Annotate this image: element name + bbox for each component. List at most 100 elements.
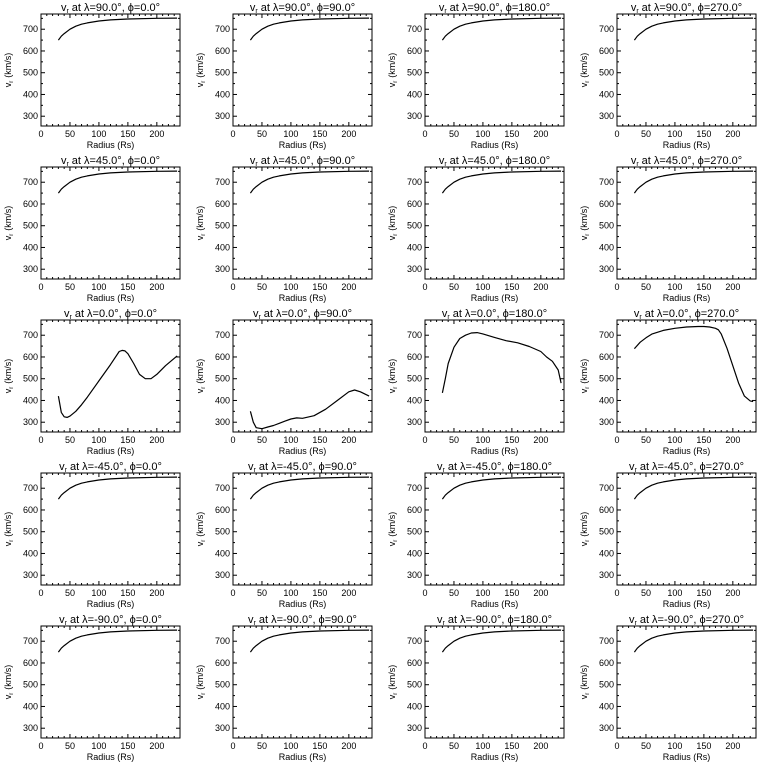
- x-axis-label: Radius (Rs): [279, 140, 327, 150]
- x-tick-label: 0: [230, 588, 235, 598]
- data-line: [633, 476, 754, 500]
- x-tick-label: 100: [283, 588, 298, 598]
- x-tick-label: 150: [504, 129, 519, 139]
- chart-svg: vr at λ=90.0°, ϕ=90.0° 0 50 100 150 200 300 400 500…: [195, 2, 373, 150]
- chart-panel: vr at λ=45.0°, ϕ=90.0° 0 50 100 150 200 300 400 500…: [192, 153, 384, 306]
- data-line: [633, 629, 754, 653]
- plot-frame: [40, 13, 181, 127]
- y-tick-label: 500: [407, 680, 422, 690]
- chart-panel: vr at λ=90.0°, ϕ=90.0° 0 50 100 150 200 300 400 500…: [192, 0, 384, 153]
- chart-svg: vr at λ=0.0°, ϕ=0.0° 0 50 100 150 200 300 400 500 60…: [3, 308, 181, 456]
- chart-svg: vr at λ=0.0°, ϕ=270.0° 0 50 100 150 200 300 400 500…: [579, 308, 757, 456]
- x-tick-label: 200: [341, 588, 356, 598]
- x-tick-label: 150: [696, 588, 711, 598]
- x-tick-label: 50: [257, 282, 267, 292]
- y-tick-label: 600: [23, 199, 38, 209]
- chart-title: vr at λ=0.0°, ϕ=90.0°: [253, 308, 352, 321]
- x-tick-label: 200: [341, 741, 356, 751]
- y-tick-label: 500: [215, 68, 230, 78]
- x-tick-label: 100: [667, 588, 682, 598]
- chart-panel: vr at λ=-90.0°, ϕ=0.0° 0 50 100 150 200 300 400 500…: [0, 612, 192, 765]
- plot-frame: [232, 319, 373, 433]
- y-tick-label: 700: [215, 24, 230, 34]
- y-tick-label: 400: [23, 548, 38, 558]
- y-tick-label: 600: [23, 505, 38, 515]
- x-tick-label: 200: [341, 435, 356, 445]
- chart-title: vr at λ=45.0°, ϕ=180.0°: [439, 155, 550, 168]
- chart-svg: vr at λ=90.0°, ϕ=180.0° 0 50 100 150 200 300 400 50…: [387, 2, 565, 150]
- x-tick-label: 50: [641, 435, 651, 445]
- chart-panel: vr at λ=-45.0°, ϕ=90.0° 0 50 100 150 200 300 400 50…: [192, 459, 384, 612]
- data-line: [441, 170, 562, 194]
- y-axis-label: vr(km/s): [195, 53, 207, 88]
- x-tick-label: 200: [725, 435, 740, 445]
- data-line: [249, 170, 370, 194]
- y-tick-label: 600: [23, 46, 38, 56]
- y-axis-label: vr(km/s): [195, 512, 207, 547]
- data-line: [441, 332, 562, 394]
- x-tick-label: 0: [38, 741, 43, 751]
- plot-frame: [616, 166, 757, 280]
- x-tick-label: 0: [230, 435, 235, 445]
- y-tick-label: 600: [599, 199, 614, 209]
- y-tick-label: 500: [23, 221, 38, 231]
- y-tick-label: 300: [599, 723, 614, 733]
- y-tick-label: 500: [23, 68, 38, 78]
- y-tick-label: 400: [407, 701, 422, 711]
- x-tick-label: 150: [120, 588, 135, 598]
- x-tick-label: 200: [533, 129, 548, 139]
- x-tick-label: 50: [257, 588, 267, 598]
- data-line: [249, 17, 370, 41]
- x-tick-label: 50: [65, 435, 75, 445]
- x-tick-label: 150: [120, 129, 135, 139]
- x-tick-label: 100: [667, 282, 682, 292]
- x-tick-label: 100: [91, 435, 106, 445]
- x-tick-label: 50: [641, 588, 651, 598]
- y-tick-label: 500: [23, 527, 38, 537]
- x-axis-label: Radius (Rs): [471, 599, 519, 609]
- chart-title: vr at λ=-90.0°, ϕ=270.0°: [629, 614, 744, 627]
- data-line: [249, 629, 370, 653]
- y-tick-label: 600: [599, 46, 614, 56]
- chart-title: vr at λ=90.0°, ϕ=90.0°: [250, 2, 355, 15]
- y-tick-label: 600: [599, 658, 614, 668]
- x-tick-label: 200: [149, 741, 164, 751]
- chart-title: vr at λ=90.0°, ϕ=270.0°: [631, 2, 742, 15]
- chart-panel: vr at λ=45.0°, ϕ=180.0° 0 50 100 150 200 300 400 50…: [384, 153, 576, 306]
- y-tick-label: 500: [215, 680, 230, 690]
- y-tick-label: 300: [23, 723, 38, 733]
- y-tick-label: 600: [407, 199, 422, 209]
- y-tick-label: 500: [599, 374, 614, 384]
- chart-svg: vr at λ=90.0°, ϕ=0.0° 0 50 100 150 200 300 400 500 6…: [3, 2, 181, 150]
- x-tick-label: 200: [725, 588, 740, 598]
- data-line: [441, 629, 562, 653]
- plot-frame: [232, 625, 373, 739]
- y-tick-label: 300: [407, 111, 422, 121]
- x-axis-label: Radius (Rs): [87, 140, 135, 150]
- y-tick-label: 500: [215, 374, 230, 384]
- x-axis-label: Radius (Rs): [279, 752, 327, 762]
- x-tick-label: 200: [533, 435, 548, 445]
- y-tick-label: 700: [215, 330, 230, 340]
- y-tick-label: 500: [599, 221, 614, 231]
- x-tick-label: 200: [533, 588, 548, 598]
- x-tick-label: 0: [422, 435, 427, 445]
- y-tick-label: 400: [407, 395, 422, 405]
- x-axis-label: Radius (Rs): [663, 752, 711, 762]
- chart-panel: vr at λ=-90.0°, ϕ=180.0° 0 50 100 150 200 300 400 5…: [384, 612, 576, 765]
- y-axis-label: vr(km/s): [579, 53, 591, 88]
- x-tick-label: 0: [230, 741, 235, 751]
- chart-title: vr at λ=45.0°, ϕ=270.0°: [631, 155, 742, 168]
- plot-frame: [40, 319, 181, 433]
- data-line: [57, 349, 178, 419]
- y-tick-label: 500: [215, 221, 230, 231]
- y-axis-label: vr(km/s): [195, 206, 207, 241]
- y-tick-label: 400: [23, 395, 38, 405]
- x-tick-label: 100: [283, 129, 298, 139]
- chart-panel: vr at λ=90.0°, ϕ=180.0° 0 50 100 150 200 300 400 50…: [384, 0, 576, 153]
- y-tick-label: 300: [407, 570, 422, 580]
- chart-panel: vr at λ=90.0°, ϕ=0.0° 0 50 100 150 200 300 400 500 6…: [0, 0, 192, 153]
- x-tick-label: 0: [230, 282, 235, 292]
- y-axis-label: vr(km/s): [195, 665, 207, 700]
- y-tick-label: 600: [215, 658, 230, 668]
